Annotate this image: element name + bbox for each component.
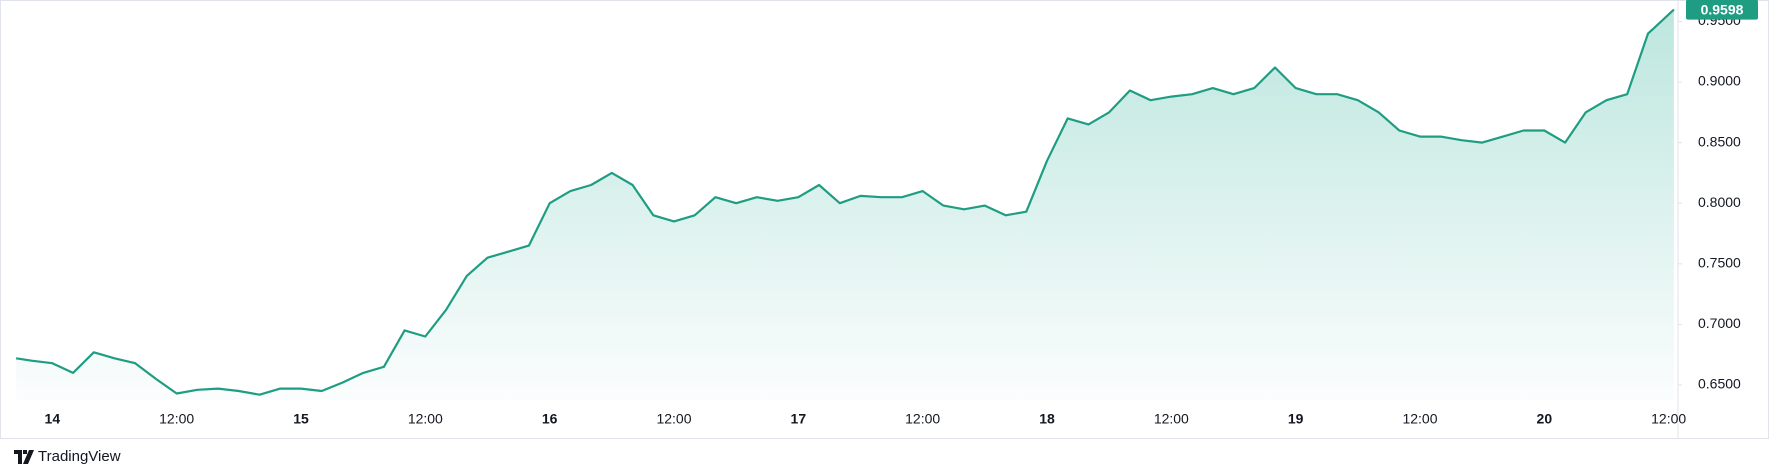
y-tick-label: 0.8000 [1698, 194, 1741, 210]
x-tick-label: 18 [1039, 411, 1055, 427]
branding: TradingView [38, 448, 121, 465]
x-tick-label: 12:00 [1402, 411, 1437, 427]
y-tick-label: 0.7000 [1698, 315, 1741, 331]
y-tick-label: 0.9000 [1698, 73, 1741, 89]
x-tick-label: 12:00 [159, 411, 194, 427]
x-tick-label: 12:00 [1651, 411, 1686, 427]
x-tick-label: 16 [542, 411, 558, 427]
x-tick-label: 12:00 [905, 411, 940, 427]
y-tick-label: 0.6500 [1698, 376, 1741, 392]
frame [0, 0, 1769, 439]
x-tick-label: 12:00 [656, 411, 691, 427]
y-tick-label: 0.8500 [1698, 133, 1741, 149]
price-label: 0.9598 [1701, 1, 1744, 17]
x-tick-label: 12:00 [408, 411, 443, 427]
line [15, 8, 1675, 396]
x-tick-label: 20 [1537, 411, 1553, 427]
x-tick-label: 14 [45, 411, 61, 427]
x-tick-label: 19 [1288, 411, 1304, 427]
x-tick-label: 17 [791, 411, 807, 427]
x-tick-label: 12:00 [1154, 411, 1189, 427]
logo [14, 450, 34, 464]
price-badge [1686, 0, 1758, 20]
area [16, 9, 1674, 400]
y-tick-label: 0.7500 [1698, 255, 1741, 271]
x-tick-label: 15 [293, 411, 309, 427]
